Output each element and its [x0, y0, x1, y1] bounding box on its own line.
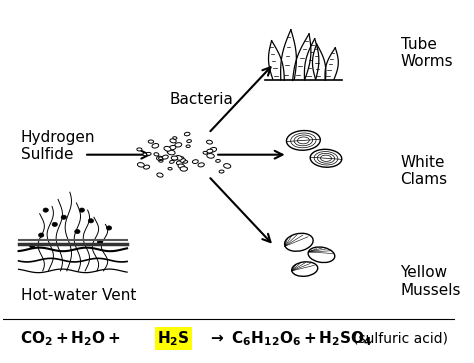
Ellipse shape: [175, 155, 182, 160]
Ellipse shape: [179, 156, 184, 160]
Ellipse shape: [168, 150, 175, 155]
Text: $\mathbf{CO_2 + H_2O+\ }$: $\mathbf{CO_2 + H_2O+\ }$: [20, 330, 121, 348]
Text: Bacteria: Bacteria: [170, 92, 234, 107]
Ellipse shape: [187, 140, 191, 143]
Ellipse shape: [224, 164, 231, 168]
Circle shape: [79, 208, 84, 212]
Ellipse shape: [159, 160, 163, 162]
Ellipse shape: [284, 233, 313, 251]
Circle shape: [43, 208, 48, 212]
Text: Tube
Worms: Tube Worms: [401, 37, 453, 69]
Ellipse shape: [186, 145, 190, 147]
Ellipse shape: [203, 151, 208, 154]
Ellipse shape: [308, 247, 335, 262]
Ellipse shape: [216, 159, 220, 162]
Text: Yellow
Mussels: Yellow Mussels: [401, 265, 461, 298]
Ellipse shape: [173, 158, 177, 160]
Ellipse shape: [164, 146, 171, 151]
Ellipse shape: [148, 140, 154, 143]
Ellipse shape: [170, 139, 176, 143]
Circle shape: [106, 226, 112, 230]
Text: Hydrogen
Sulfide: Hydrogen Sulfide: [21, 130, 95, 162]
Text: $\mathbf{H_2S}$: $\mathbf{H_2S}$: [157, 330, 190, 348]
Ellipse shape: [137, 148, 142, 151]
Ellipse shape: [167, 151, 172, 153]
Ellipse shape: [286, 131, 320, 150]
Text: $\mathbf{\ \rightarrow\ C_6H_{12}O_6 + H_2SO_4}$: $\mathbf{\ \rightarrow\ C_6H_{12}O_6 + H…: [203, 330, 373, 348]
Ellipse shape: [144, 165, 150, 169]
Ellipse shape: [158, 157, 163, 159]
Ellipse shape: [162, 155, 168, 159]
Ellipse shape: [152, 143, 159, 148]
Ellipse shape: [169, 146, 176, 150]
Ellipse shape: [168, 167, 172, 170]
Ellipse shape: [207, 154, 214, 158]
Ellipse shape: [143, 153, 147, 156]
Ellipse shape: [175, 143, 182, 147]
Ellipse shape: [156, 156, 164, 160]
Ellipse shape: [137, 163, 145, 167]
Ellipse shape: [180, 159, 186, 162]
Text: Hot-water Vent: Hot-water Vent: [21, 288, 136, 303]
Ellipse shape: [173, 137, 177, 139]
Circle shape: [29, 244, 35, 248]
Ellipse shape: [178, 164, 185, 168]
Ellipse shape: [207, 140, 212, 144]
Ellipse shape: [219, 170, 224, 173]
Circle shape: [97, 240, 103, 244]
Ellipse shape: [192, 160, 198, 163]
Ellipse shape: [310, 149, 342, 167]
Circle shape: [61, 215, 66, 219]
Ellipse shape: [207, 149, 213, 153]
Ellipse shape: [157, 173, 163, 177]
Ellipse shape: [183, 160, 188, 163]
Ellipse shape: [184, 132, 190, 136]
Ellipse shape: [183, 167, 187, 170]
Ellipse shape: [198, 163, 204, 167]
Ellipse shape: [210, 147, 217, 152]
Circle shape: [52, 222, 57, 227]
Circle shape: [38, 233, 44, 237]
Ellipse shape: [171, 156, 178, 160]
Text: White
Clams: White Clams: [401, 155, 447, 187]
Circle shape: [74, 229, 80, 234]
Ellipse shape: [176, 161, 183, 165]
Ellipse shape: [170, 160, 174, 163]
Circle shape: [88, 219, 94, 223]
Ellipse shape: [154, 153, 159, 156]
Ellipse shape: [146, 152, 151, 155]
Ellipse shape: [292, 262, 318, 276]
Text: (sulfuric acid): (sulfuric acid): [353, 332, 448, 346]
Ellipse shape: [180, 167, 187, 171]
